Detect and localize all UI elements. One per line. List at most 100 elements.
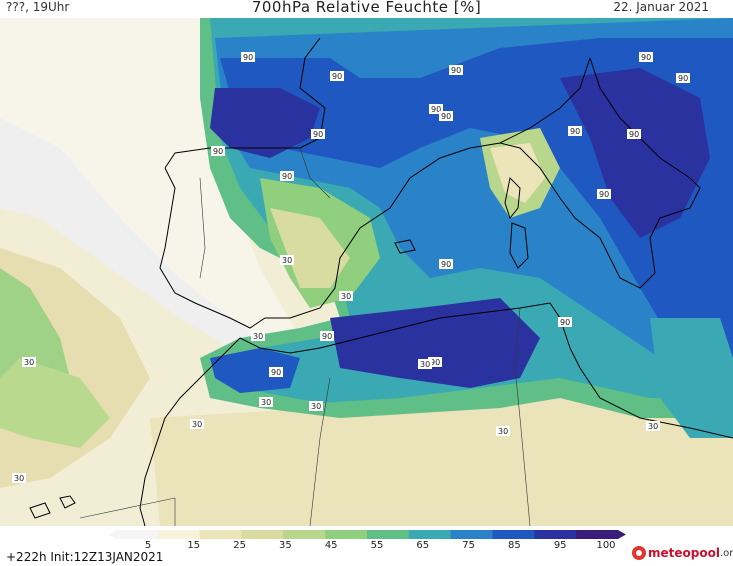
colorbar-cell [534,530,577,539]
contour-label: 30 [259,397,273,407]
coastlines [29,37,733,526]
svg-text:90: 90 [271,368,281,377]
svg-text:30: 30 [261,398,271,407]
tan-zone-south [150,378,733,526]
contour-label: 90 [558,317,572,327]
colorbar-cell [408,530,452,539]
svg-text:90: 90 [641,53,651,62]
contour-label: 90 [280,171,294,181]
svg-text:90: 90 [282,172,292,181]
contour-label: 90 [211,146,225,156]
core-morocco [210,348,300,393]
svg-text:30: 30 [282,256,292,265]
contour-label: 90 [439,259,453,269]
svg-text:90: 90 [629,130,639,139]
valid-time: ???, 19Uhr [6,0,70,14]
contour-label: 30 [190,419,204,429]
colorbar-left-arrow [108,530,116,539]
meteopool-logo[interactable]: meteopool .org [632,546,733,560]
colorbar-cells [116,530,619,539]
contour-label: 30 [496,426,510,436]
contour-label: 90 [320,331,334,341]
map-title: 700hPa Relative Feuchte [%] [251,0,482,16]
logo-icon [632,546,646,560]
contour-label: 30 [280,255,294,265]
contour-label: 90 [639,52,653,62]
core-algeria [330,298,540,388]
contour-label: 30 [12,473,26,483]
colorbar-tick-label: 55 [370,540,384,551]
logo-name: meteopool [648,546,720,560]
colorbar-tick-label: 85 [508,540,521,551]
driest-zone [0,118,260,348]
svg-text:90: 90 [431,105,441,114]
svg-text:30: 30 [420,360,430,369]
contour-label: 30 [22,357,36,367]
contour-label: 90 [439,111,453,121]
svg-text:30: 30 [311,402,321,411]
svg-text:90: 90 [243,53,253,62]
header: ???, 19Uhr 700hPa Relative Feuchte [%] 2… [0,0,733,18]
svg-text:90: 90 [560,318,570,327]
colorbar-cell [325,530,368,539]
colorbar-tick-label: 75 [462,540,475,551]
svg-text:90: 90 [678,74,688,83]
svg-text:90: 90 [213,147,223,156]
svg-text:90: 90 [570,127,580,136]
humidity-map: 90 90 90 90 90 90 90 90 90 90 90 90 90 9… [0,18,733,526]
colorbar-cell [116,530,159,539]
core-italy [560,68,710,238]
contour-label: 30 [339,291,353,301]
contour-label: 90 [676,73,690,83]
svg-text:30: 30 [498,427,508,436]
colorbar-tick-label: 100 [596,540,616,551]
colorbar-tick-label: 25 [233,540,246,551]
country-borders [79,147,531,526]
colorbar-tick-label: 5 [144,540,152,551]
svg-text:30: 30 [192,420,202,429]
svg-text:30: 30 [341,292,351,301]
contour-label: 30 [251,331,265,341]
colorbar-cell [450,530,493,539]
contour-label: 90 [241,52,255,62]
contour-label: 90 [428,357,442,367]
contour-label: 90 [429,104,443,114]
svg-text:90: 90 [313,130,323,139]
dry-zone [0,18,300,358]
colorbar-tick-label: 45 [324,540,338,551]
colorbar-cell [576,530,619,539]
svg-text:90: 90 [441,260,451,269]
contour-labels: 90 90 90 90 90 90 90 90 90 90 90 90 90 9… [12,52,690,483]
colorbar-tick-label: 35 [279,540,292,551]
green-zone-west-2 [0,358,110,448]
colorbar-cell [283,530,326,539]
contour-label: 90 [627,129,641,139]
svg-text:90: 90 [451,66,461,75]
svg-text:90: 90 [322,332,332,341]
svg-text:90: 90 [332,72,342,81]
svg-text:30: 30 [24,358,34,367]
colorbar-tick-label: 95 [553,540,567,551]
colorbar-tick-label: 65 [416,540,430,551]
svg-text:30: 30 [14,474,24,483]
colorbar-cell [157,530,201,539]
colorbar-right-arrow [618,530,626,539]
svg-text:30: 30 [253,332,263,341]
svg-text:90: 90 [599,190,609,199]
contour-label: 30 [646,421,660,431]
contour-label: 90 [568,126,582,136]
core-north-west [210,88,320,158]
footer: 5 15 25 35 45 55 65 75 85 95 100 +222h Init:12Z13J… [0,526,733,566]
colorbar-cell [199,530,242,539]
contour-label: 90 [449,65,463,75]
contour-label: 30 [418,359,432,369]
contour-label: 90 [269,367,283,377]
svg-text:30: 30 [648,422,658,431]
svg-text:90: 90 [430,358,440,367]
contour-label: 30 [309,401,323,411]
east-teal-blob [650,318,733,438]
colorbar-cell [367,530,410,539]
forecast-run: +222h Init:12Z13JAN2021 [6,550,164,564]
contour-label: 90 [311,129,325,139]
spain-tan-band [270,208,350,288]
